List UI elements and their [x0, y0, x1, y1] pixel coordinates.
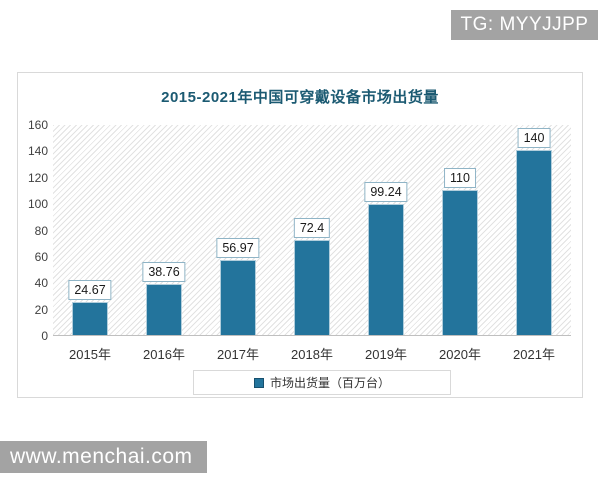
value-label-2018年: 72.4 [293, 217, 331, 238]
x-tick-2018年: 2018年 [291, 347, 333, 362]
chart-panel: 2015-2021年中国可穿戴设备市场出货量 0 20 40 60 80 100 120 14… [17, 72, 583, 398]
bar-2020年 [442, 189, 478, 335]
bar-2021年 [516, 150, 552, 335]
bar-2018年 [294, 239, 330, 335]
x-tick-2015年: 2015年 [69, 347, 111, 362]
value-label-2019年: 99.24 [364, 182, 408, 203]
y-tick-60: 60 [34, 249, 48, 264]
telegram-watermark: TG: MYYJJPP [451, 10, 598, 40]
y-tick-80: 80 [34, 223, 48, 238]
legend: 市场出货量（百万台） [193, 370, 451, 395]
y-tick-40: 40 [34, 276, 48, 291]
x-tick-2021年: 2021年 [513, 347, 555, 362]
y-tick-160: 160 [27, 118, 48, 132]
plot-area: 24.67 38.76 56.97 72.4 99.24 110 140 [53, 125, 571, 336]
bar-2019年 [368, 204, 404, 335]
x-tick-2019年: 2019年 [365, 347, 407, 362]
bar-2017年 [220, 259, 256, 335]
value-label-2021年: 140 [517, 128, 551, 149]
x-tick-2020年: 2020年 [439, 347, 481, 362]
y-tick-100: 100 [27, 197, 48, 212]
website-watermark: www.menchai.com [0, 441, 207, 473]
y-tick-20: 20 [34, 302, 48, 317]
x-tick-2017年: 2017年 [217, 347, 259, 362]
bar-2015年 [72, 302, 108, 335]
x-tick-2016年: 2016年 [143, 347, 185, 362]
y-tick-0: 0 [41, 329, 48, 343]
y-tick-120: 120 [27, 170, 48, 185]
value-label-2017年: 56.97 [216, 237, 260, 258]
bar-2016年 [146, 283, 182, 335]
value-label-2015年: 24.67 [68, 280, 112, 301]
value-label-2020年: 110 [444, 167, 476, 188]
legend-swatch-icon [253, 377, 264, 388]
value-label-2016年: 38.76 [142, 261, 186, 282]
legend-label: 市场出货量（百万台） [269, 376, 390, 390]
chart-title: 2015-2021年中国可穿戴设备市场出货量 [161, 89, 439, 106]
y-tick-140: 140 [27, 144, 48, 159]
